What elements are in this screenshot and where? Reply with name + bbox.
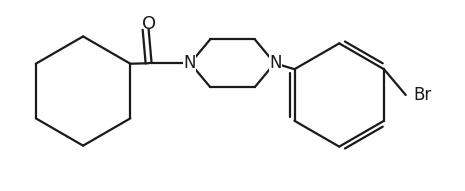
Text: O: O xyxy=(141,15,156,32)
Text: Br: Br xyxy=(414,86,432,104)
Text: N: N xyxy=(183,54,196,72)
Text: N: N xyxy=(269,54,282,72)
